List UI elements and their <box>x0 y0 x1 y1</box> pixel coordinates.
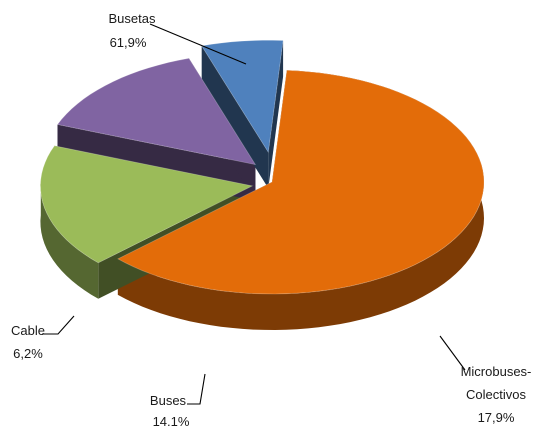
slice-side-microbuses-colectivos <box>40 179 99 299</box>
slice-label-busetas-name: Busetas <box>109 11 156 26</box>
slice-label-cable-value: 6,2% <box>13 346 43 361</box>
slice-label-microbuses-name-line2: Colectivos <box>466 387 526 402</box>
slice-label-busetas-value: 61,9% <box>110 35 147 50</box>
pie-slice-tops <box>39 39 485 295</box>
slice-label-cable-name: Cable <box>11 323 45 338</box>
slice-wall-cable-0 <box>201 45 269 189</box>
slice-label-buses-value: 14.1% <box>153 414 190 429</box>
leader-line-buses <box>187 373 206 405</box>
slice-label-microbuses-name-line1: Microbuses- <box>461 364 532 379</box>
slice-wall-cable-1 <box>268 40 284 189</box>
leader-line-busetas <box>149 23 247 65</box>
slice-microbuses-colectivos <box>39 145 254 264</box>
leader-line-cable <box>42 315 75 335</box>
slice-buses <box>56 57 257 166</box>
leader-lines <box>42 23 466 405</box>
slice-side-busetas <box>117 70 485 331</box>
slice-busetas <box>117 69 485 295</box>
leader-line-microbuses-colectivos <box>439 335 466 371</box>
slice-label-microbuses-value: 17,9% <box>478 410 515 425</box>
slice-cable <box>201 39 284 154</box>
slice-label-buses-name: Buses <box>150 393 187 408</box>
